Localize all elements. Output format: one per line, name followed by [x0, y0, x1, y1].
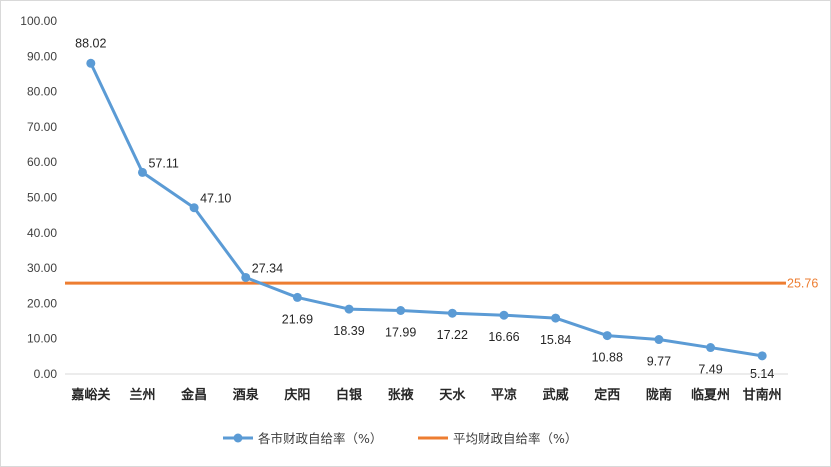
x-tick-label: 武威	[543, 387, 569, 403]
data-point	[396, 305, 406, 315]
data-point	[137, 167, 147, 177]
data-label: 88.02	[75, 36, 106, 50]
data-label: 27.34	[252, 261, 283, 275]
data-point	[344, 304, 354, 314]
data-label: 16.66	[488, 330, 519, 344]
legend-label-city: 各市财政自给率（%）	[258, 431, 382, 446]
y-tick-label: 30.00	[27, 261, 57, 275]
data-label: 15.84	[540, 333, 571, 347]
y-tick-label: 60.00	[27, 155, 57, 169]
data-point	[602, 331, 612, 341]
legend: 各市财政自给率（%） 平均财政自给率（%）	[223, 431, 577, 446]
data-point	[189, 203, 199, 213]
data-label: 57.11	[148, 156, 178, 170]
data-label: 9.77	[647, 355, 671, 369]
y-tick-label: 20.00	[27, 296, 57, 310]
y-tick-label: 100.00	[20, 14, 57, 28]
data-point	[447, 308, 457, 318]
data-label: 18.39	[333, 324, 364, 338]
x-tick-label: 庆阳	[283, 387, 310, 403]
data-point	[757, 351, 767, 361]
data-point	[241, 272, 251, 282]
series-line	[89, 62, 763, 358]
x-tick-label: 临夏州	[691, 387, 730, 403]
y-tick-label: 0.00	[34, 367, 58, 381]
x-tick-label: 张掖	[388, 387, 415, 403]
x-tick-label: 平凉	[491, 387, 517, 403]
x-tick-label: 陇南	[646, 387, 672, 403]
data-point	[654, 335, 664, 345]
y-axis: 0.00 10.00 20.00 30.00 40.00 50.00 60.00 70.00 8…	[20, 14, 57, 381]
x-tick-label: 天水	[439, 387, 466, 403]
x-tick-label: 嘉峪关	[70, 387, 110, 403]
data-label: 17.22	[437, 328, 468, 342]
average-series: 25.76	[65, 277, 818, 291]
x-tick-label: 兰州	[129, 387, 155, 403]
y-tick-label: 40.00	[27, 226, 57, 240]
data-point	[499, 310, 509, 320]
x-tick-label: 定西	[593, 387, 620, 403]
x-tick-label: 白银	[336, 387, 363, 403]
data-point	[86, 58, 96, 68]
x-axis: 嘉峪关 兰州 金昌 酒泉 庆阳 白银 张掖 天水 平凉 武威 定西 陇南 临夏州 甘南州	[65, 373, 788, 403]
x-tick-label: 金昌	[180, 387, 207, 403]
data-label: 10.88	[592, 351, 623, 365]
y-tick-label: 90.00	[27, 49, 57, 63]
data-point	[292, 292, 302, 302]
x-tick-label: 酒泉	[233, 387, 260, 403]
data-label: 7.49	[698, 363, 722, 377]
y-tick-label: 50.00	[27, 191, 57, 205]
legend-marker-city	[233, 433, 243, 443]
data-label: 5.14	[750, 367, 774, 381]
y-tick-label: 10.00	[27, 332, 57, 346]
data-label: 21.69	[282, 312, 313, 326]
data-point	[551, 313, 561, 323]
legend-label-average: 平均财政自给率（%）	[453, 431, 577, 446]
data-label: 47.10	[200, 192, 231, 206]
city-series: 88.02 57.11 47.10 27.34 21.69 18.39 17.99 17.22…	[75, 36, 774, 381]
data-label: 17.99	[385, 325, 416, 339]
y-tick-label: 70.00	[27, 120, 57, 134]
x-tick-label: 甘南州	[743, 387, 782, 403]
data-point	[706, 343, 716, 353]
average-data-label: 25.76	[787, 277, 818, 291]
y-tick-label: 80.00	[27, 85, 57, 99]
